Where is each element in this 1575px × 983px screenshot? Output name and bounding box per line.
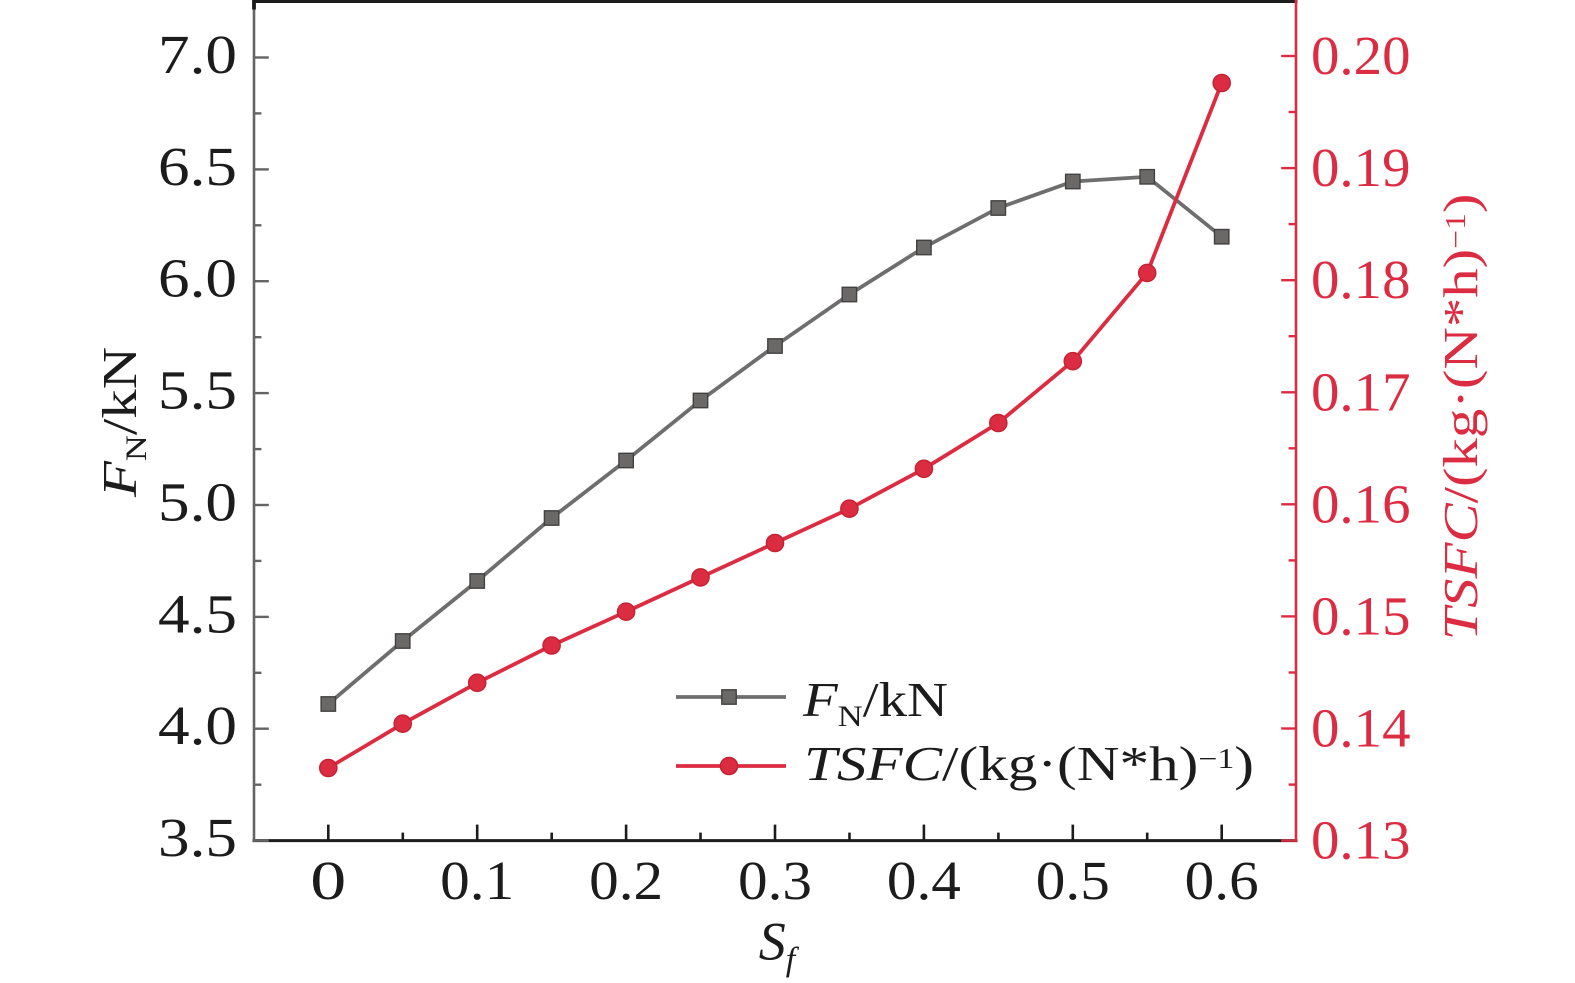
svg-text:TSFC/(kg·(N*h)−1): TSFC/(kg·(N*h)−1) xyxy=(804,736,1254,791)
svg-text:4.0: 4.0 xyxy=(158,695,237,756)
svg-text:0.18: 0.18 xyxy=(1311,249,1411,310)
svg-text:0.6: 0.6 xyxy=(1185,850,1259,911)
svg-text:0.17: 0.17 xyxy=(1311,361,1411,422)
svg-text:0.15: 0.15 xyxy=(1311,585,1411,646)
svg-text:FN/kN: FN/kN xyxy=(92,347,153,498)
svg-text:0.14: 0.14 xyxy=(1311,698,1411,759)
svg-text:5.0: 5.0 xyxy=(158,472,237,533)
svg-text:0.19: 0.19 xyxy=(1311,137,1411,198)
svg-text:0.16: 0.16 xyxy=(1311,473,1411,534)
svg-text:0.5: 0.5 xyxy=(1036,850,1110,911)
svg-text:6.0: 6.0 xyxy=(158,248,237,309)
svg-text:0.1: 0.1 xyxy=(440,850,514,911)
svg-text:0.3: 0.3 xyxy=(738,850,812,911)
svg-text:FN/kN: FN/kN xyxy=(802,672,948,733)
svg-text:0.13: 0.13 xyxy=(1311,810,1411,871)
svg-text:0: 0 xyxy=(310,850,346,911)
svg-text:5.5: 5.5 xyxy=(158,360,237,421)
svg-text:3.5: 3.5 xyxy=(158,807,237,868)
svg-text:6.5: 6.5 xyxy=(158,136,237,197)
svg-text:7.0: 7.0 xyxy=(158,24,237,85)
svg-text:0.2: 0.2 xyxy=(589,850,663,911)
svg-text:TSFC/(kg·(N*h)−1): TSFC/(kg·(N*h)−1) xyxy=(1433,193,1488,640)
svg-text:0.4: 0.4 xyxy=(887,850,961,911)
svg-text:0.20: 0.20 xyxy=(1311,25,1411,86)
svg-text:4.5: 4.5 xyxy=(158,583,237,644)
